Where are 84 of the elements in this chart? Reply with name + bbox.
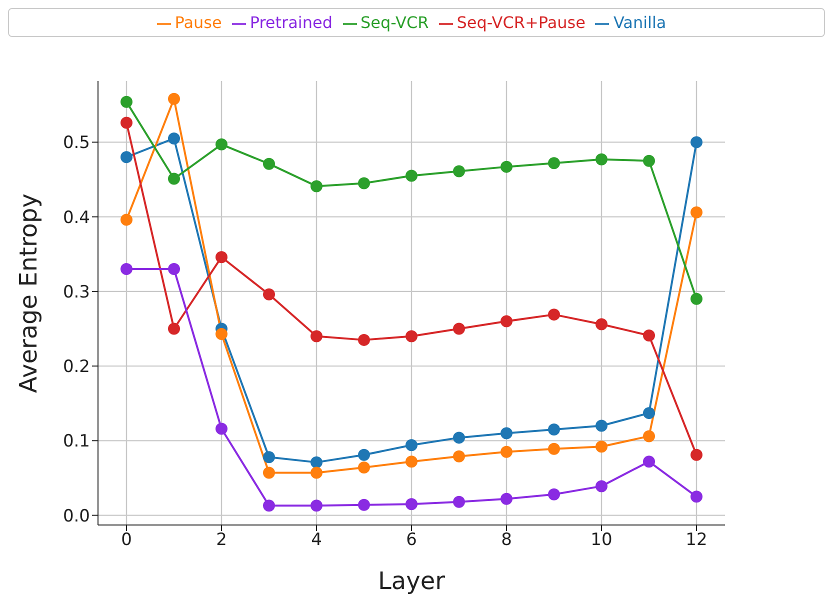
point: [500, 160, 512, 173]
point: [548, 488, 560, 500]
legend-label: Pretrained: [250, 13, 333, 32]
point: [500, 446, 512, 458]
point: [120, 263, 132, 276]
point: [596, 420, 608, 432]
point: [643, 154, 655, 167]
point: [690, 490, 702, 503]
point: [596, 318, 608, 330]
point: [358, 334, 370, 346]
y-tick-label: 0.1: [62, 432, 90, 452]
point: [690, 292, 702, 305]
point: [216, 422, 228, 435]
point: [168, 322, 180, 335]
legend-label: Seq-VCR: [360, 13, 429, 32]
point: [690, 136, 702, 148]
point: [358, 498, 370, 511]
point: [690, 206, 702, 218]
x-tick-label: 6: [406, 530, 417, 550]
point: [310, 180, 322, 192]
point: [120, 96, 132, 108]
point: [310, 500, 322, 512]
point: [453, 450, 465, 462]
point: [596, 480, 608, 492]
point: [263, 288, 275, 300]
point: [310, 466, 322, 479]
y-tick-label: 0.4: [62, 208, 90, 228]
point: [310, 456, 322, 468]
point: [263, 466, 275, 479]
point: [453, 322, 465, 335]
point: [643, 456, 655, 468]
point: [548, 423, 560, 436]
point: [406, 330, 418, 342]
point: [643, 407, 655, 420]
x-tick-label: 2: [216, 530, 227, 550]
point: [596, 153, 608, 166]
point: [406, 439, 418, 452]
point: [500, 492, 512, 505]
point: [216, 251, 228, 264]
point: [263, 451, 275, 464]
y-tick-label: 0.0: [62, 506, 90, 526]
x-axis-title: Layer: [378, 567, 446, 595]
point: [120, 116, 132, 129]
x-tick-label: 12: [686, 530, 708, 550]
point: [358, 462, 370, 474]
y-tick-label: 0.2: [62, 357, 90, 378]
legend-label: Seq-VCR+Pause: [456, 13, 586, 32]
x-tick-label: 10: [590, 530, 612, 550]
point: [263, 158, 275, 170]
point: [500, 315, 512, 328]
point: [453, 496, 465, 508]
point: [216, 138, 228, 150]
point: [453, 432, 465, 444]
point: [120, 214, 132, 226]
point: [120, 151, 132, 164]
legend-label: Pause: [174, 13, 222, 32]
point: [310, 330, 322, 342]
point: [406, 498, 418, 510]
point: [406, 456, 418, 468]
y-tick-label: 0.3: [62, 282, 90, 302]
point: [168, 132, 180, 144]
point: [548, 308, 560, 321]
x-tick-label: 8: [501, 530, 512, 550]
point: [643, 329, 655, 342]
point: [263, 500, 275, 512]
point: [406, 170, 418, 182]
y-tick-label: 0.5: [62, 133, 90, 154]
point: [548, 157, 560, 170]
point: [548, 442, 560, 455]
point: [500, 427, 512, 440]
point: [168, 172, 180, 185]
point: [643, 430, 655, 442]
x-tick-label: 4: [311, 530, 322, 550]
point: [596, 440, 608, 453]
point: [168, 263, 180, 276]
point: [690, 448, 702, 461]
x-tick-label: 0: [121, 530, 132, 550]
legend-label: Vanilla: [613, 13, 666, 32]
point: [453, 165, 465, 178]
point: [358, 177, 370, 190]
point: [168, 92, 180, 105]
y-axis-title: Average Entropy: [14, 194, 43, 393]
point: [358, 448, 370, 461]
point: [216, 328, 228, 340]
